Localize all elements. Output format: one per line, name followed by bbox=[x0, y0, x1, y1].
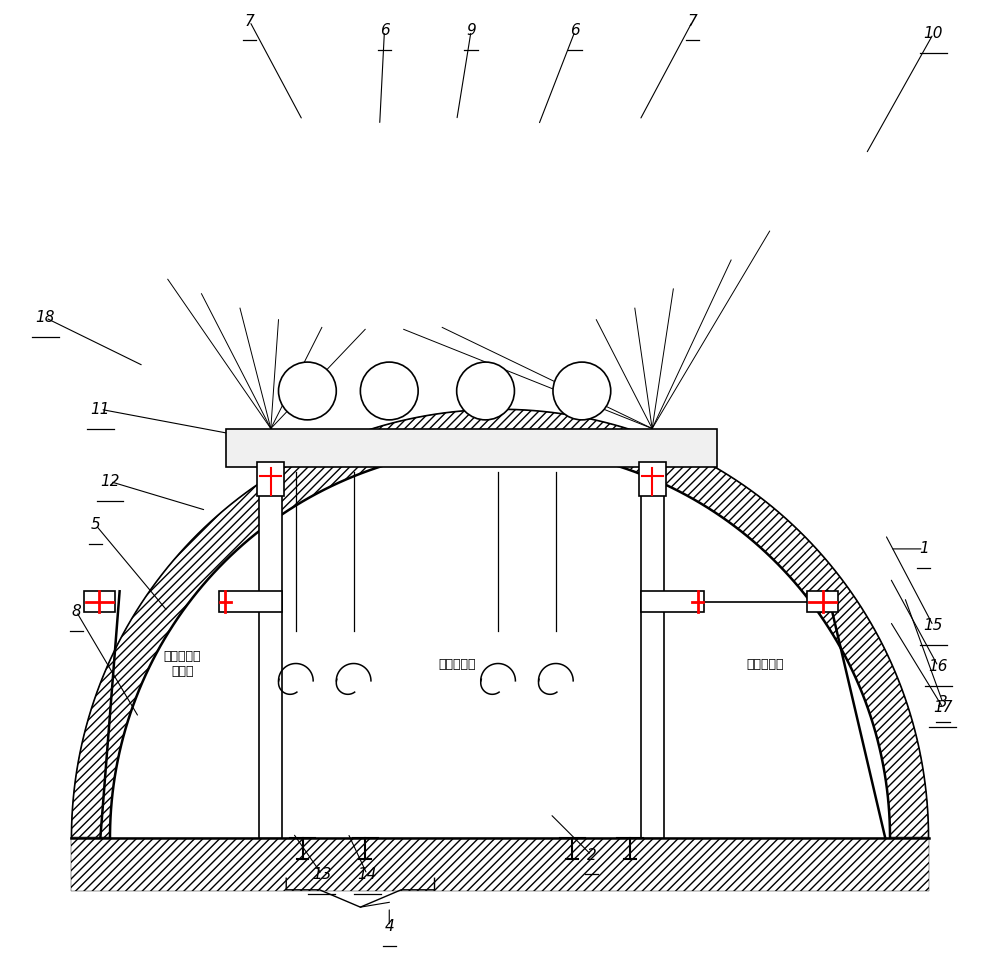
Text: 设备组装区: 设备组装区 bbox=[438, 658, 475, 671]
Text: 14: 14 bbox=[357, 867, 377, 882]
Text: 8: 8 bbox=[71, 604, 81, 619]
Circle shape bbox=[279, 362, 336, 420]
Text: 15: 15 bbox=[924, 618, 943, 634]
Text: 人员操作、
通行区: 人员操作、 通行区 bbox=[163, 650, 201, 679]
Text: 11: 11 bbox=[91, 402, 110, 417]
Text: 5: 5 bbox=[91, 517, 100, 533]
Text: 7: 7 bbox=[688, 13, 697, 29]
Text: 4: 4 bbox=[384, 919, 394, 934]
Text: 6: 6 bbox=[570, 23, 580, 39]
Text: 车辆通行区: 车辆通行区 bbox=[746, 658, 784, 671]
Bar bbox=[807, 591, 838, 612]
Bar bbox=[226, 429, 717, 467]
Polygon shape bbox=[890, 837, 929, 838]
Text: 6: 6 bbox=[380, 23, 389, 39]
Circle shape bbox=[553, 362, 611, 420]
Text: 17: 17 bbox=[933, 700, 953, 716]
Text: 9: 9 bbox=[466, 23, 476, 39]
Text: 7: 7 bbox=[245, 13, 254, 29]
Text: 2: 2 bbox=[587, 847, 596, 863]
Bar bbox=[84, 591, 115, 612]
Polygon shape bbox=[71, 837, 110, 838]
Text: 18: 18 bbox=[36, 310, 55, 325]
Circle shape bbox=[457, 362, 514, 420]
Text: 13: 13 bbox=[312, 867, 332, 882]
Text: 12: 12 bbox=[100, 474, 120, 489]
Bar bbox=[641, 591, 704, 612]
Bar bbox=[641, 467, 664, 838]
Text: 1: 1 bbox=[919, 541, 929, 557]
Bar bbox=[219, 591, 282, 612]
Text: 10: 10 bbox=[924, 26, 943, 41]
Text: 3: 3 bbox=[938, 695, 948, 711]
Bar bbox=[639, 462, 666, 496]
Bar bbox=[259, 467, 282, 838]
Polygon shape bbox=[71, 838, 929, 891]
Text: 16: 16 bbox=[928, 659, 948, 674]
Bar bbox=[257, 462, 284, 496]
Circle shape bbox=[360, 362, 418, 420]
Polygon shape bbox=[71, 409, 929, 838]
